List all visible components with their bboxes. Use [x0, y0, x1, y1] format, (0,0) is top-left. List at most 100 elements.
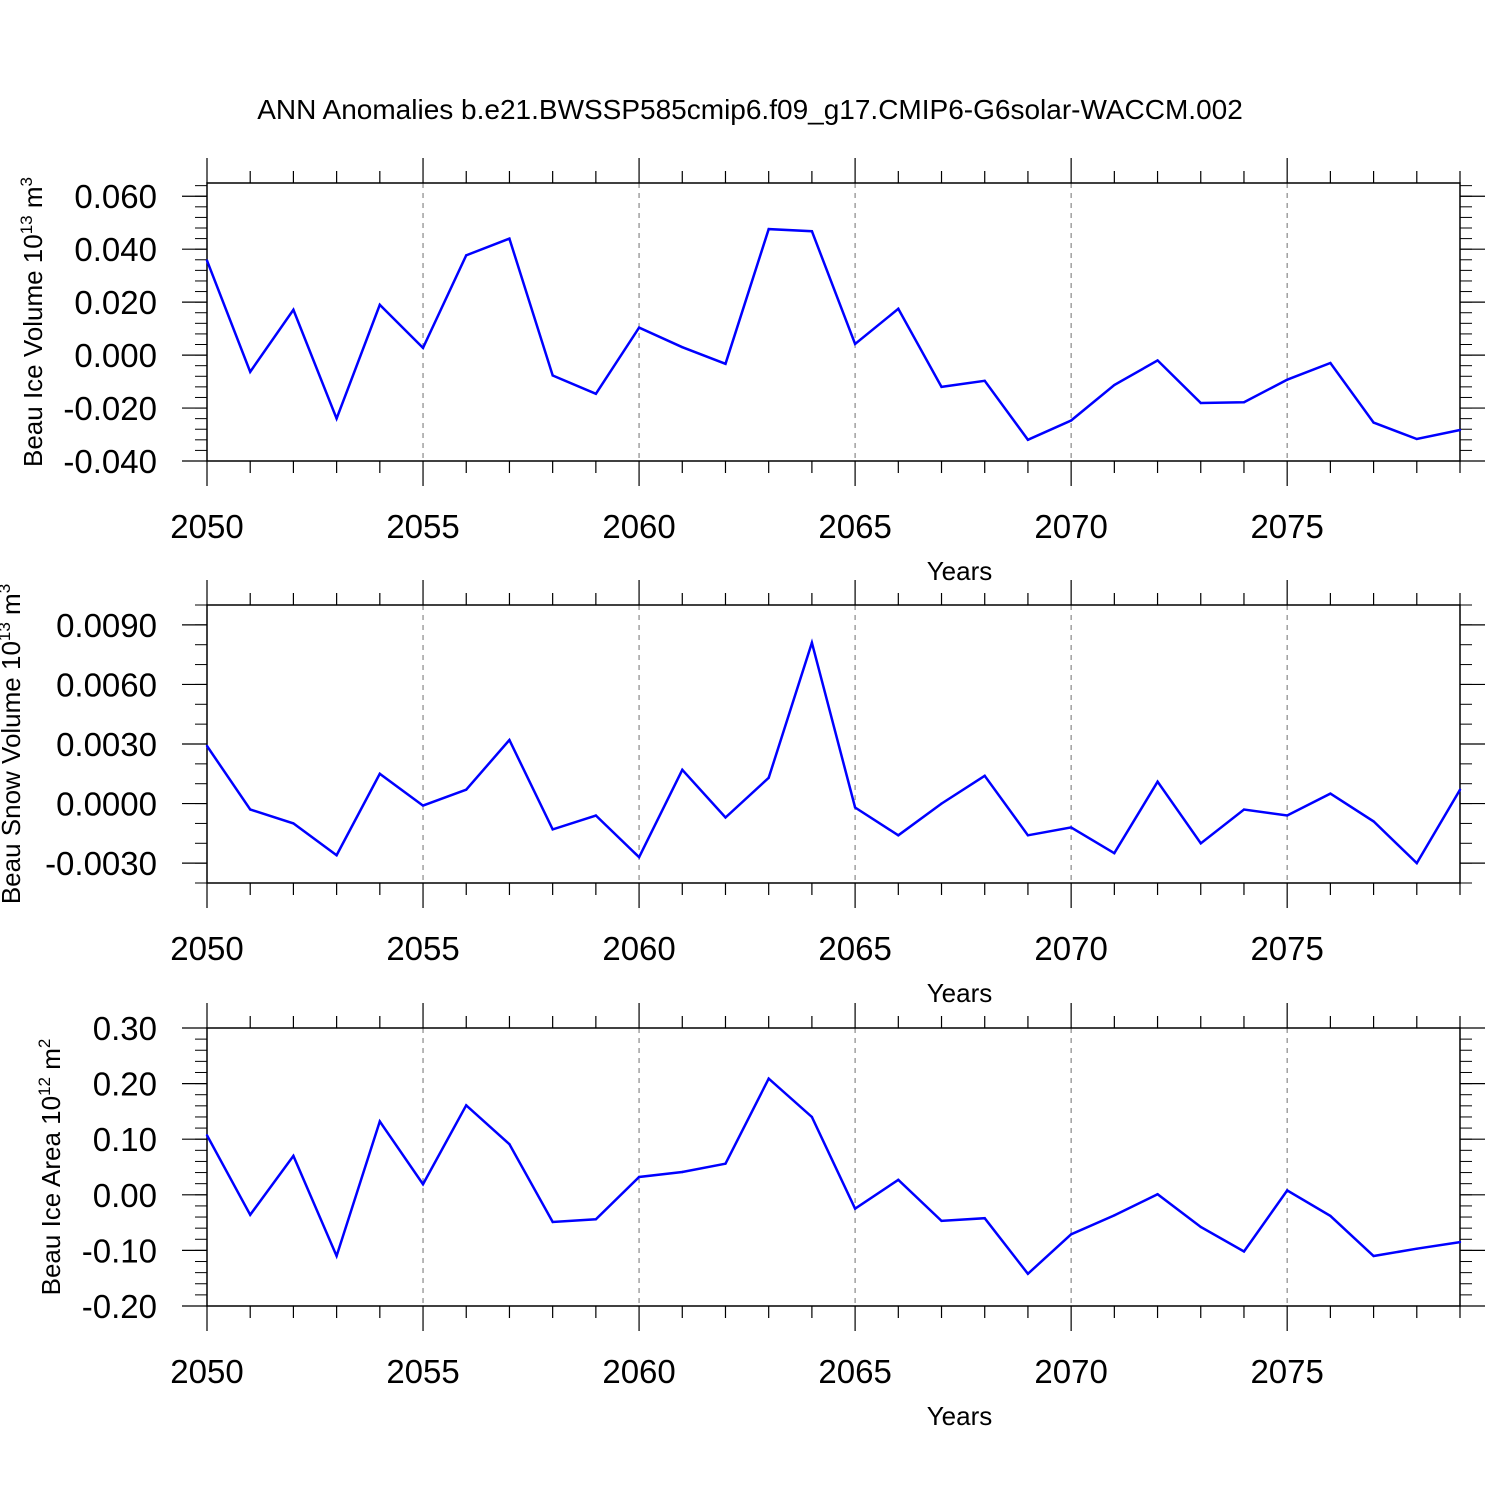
data-point — [983, 1216, 986, 1220]
y-tick-label: 0.020 — [74, 284, 157, 321]
data-point — [292, 308, 295, 312]
y-tick-label: 0.10 — [93, 1121, 157, 1158]
data-point — [897, 307, 900, 310]
data-point — [292, 1154, 295, 1158]
data-point — [508, 1143, 511, 1146]
y-tick-label: 0.20 — [93, 1066, 157, 1103]
x-tick-label: 2060 — [602, 508, 675, 545]
y-tick-label: 0.000 — [74, 337, 157, 374]
panels: 2050 2055 2060 2065 2070 2075 0.060 0.040 0.020 0… — [0, 158, 1485, 1431]
y-tick-label: -0.020 — [63, 390, 157, 427]
y-tick-label: -0.10 — [82, 1232, 157, 1269]
data-point — [767, 227, 770, 231]
data-point — [637, 1175, 641, 1179]
y-tick-label: 0.0000 — [56, 786, 157, 823]
data-point — [465, 1104, 468, 1107]
data-point — [1285, 1189, 1289, 1192]
data-point — [767, 776, 770, 779]
data-point — [810, 229, 814, 233]
data-point — [1415, 437, 1418, 441]
plot-frame — [206, 182, 1461, 462]
y-axis-title: Beau Ice Volume 1013 m3 — [17, 177, 48, 467]
data-point — [594, 392, 598, 395]
data-point — [1415, 861, 1418, 865]
x-tick-label: 2070 — [1034, 930, 1107, 967]
data-point — [1329, 1214, 1332, 1218]
data-point — [1372, 820, 1375, 823]
data-point — [421, 346, 425, 350]
x-tick-label: 2055 — [386, 930, 459, 967]
data-point — [853, 342, 857, 346]
x-tick-label: 2050 — [170, 930, 243, 967]
data-point — [897, 834, 900, 837]
x-tick-label: 2070 — [1034, 508, 1107, 545]
y-axis-title: Beau Snow Volume 1013 m3 — [0, 584, 26, 904]
data-point — [637, 855, 641, 859]
y-tick-label: 0.060 — [74, 178, 157, 215]
series-line — [205, 1076, 1461, 1276]
data-point — [551, 828, 554, 831]
data-point — [810, 1115, 814, 1119]
data-point — [1242, 808, 1246, 811]
data-point — [292, 822, 295, 825]
y-tick-label: 0.30 — [93, 1010, 157, 1047]
data-point — [724, 1162, 727, 1165]
data-point — [1113, 383, 1116, 387]
x-tick-label: 2070 — [1034, 1353, 1107, 1390]
data-point — [378, 303, 382, 306]
y-tick-label: -0.20 — [82, 1288, 157, 1325]
data-point — [1458, 788, 1462, 791]
x-tick-label: 2050 — [170, 1353, 243, 1390]
data-point — [205, 744, 209, 748]
data-point — [983, 774, 986, 777]
data-point — [1156, 359, 1159, 362]
y-axis-title: Beau Ice Area 1012 m2 — [35, 1039, 66, 1296]
data-point — [421, 804, 425, 807]
data-point — [681, 1170, 684, 1174]
data-point — [335, 417, 338, 420]
data-point — [249, 808, 252, 811]
y-tick-label: 0.0060 — [56, 666, 157, 703]
data-point — [767, 1077, 770, 1080]
data-point — [853, 1207, 857, 1210]
data-point — [724, 816, 727, 819]
data-point — [1372, 1254, 1375, 1258]
data-point — [1329, 792, 1332, 795]
y-tick-label: 0.040 — [74, 231, 157, 268]
data-point — [1415, 1247, 1418, 1250]
y-tick-label: 0.0090 — [56, 607, 157, 644]
data-point — [637, 326, 641, 329]
data-point — [249, 1213, 252, 1217]
x-tick-label: 2055 — [386, 508, 459, 545]
data-point — [508, 738, 511, 742]
data-point — [724, 362, 727, 366]
data-point — [940, 385, 943, 389]
x-tick-label: 2065 — [818, 508, 891, 545]
data-point — [681, 345, 684, 349]
data-point — [335, 1254, 338, 1258]
data-point — [1329, 361, 1332, 365]
data-point — [1458, 1240, 1462, 1244]
panel-1: 2050 2055 2060 2065 2070 2075 0.060 0.040 0.020 0… — [17, 158, 1485, 586]
series-line — [205, 638, 1462, 866]
x-axis-title: Years — [927, 978, 993, 1008]
data-point — [1113, 852, 1116, 855]
data-point — [1026, 834, 1030, 837]
data-point — [249, 370, 252, 373]
data-point — [378, 1120, 382, 1123]
x-tick-label: 2055 — [386, 1353, 459, 1390]
x-tick-label: 2060 — [602, 1353, 675, 1390]
data-point — [205, 259, 209, 262]
data-point — [1199, 842, 1202, 845]
data-point — [1242, 1250, 1246, 1253]
data-point — [810, 641, 814, 644]
data-point — [465, 788, 468, 791]
data-point — [681, 768, 684, 772]
data-point — [1372, 421, 1375, 424]
x-axis-title: Years — [927, 1401, 993, 1431]
panel-3: 2050 2055 2060 2065 2070 2075 0.30 0.20 0.10 0.00… — [35, 1003, 1485, 1431]
data-point — [594, 814, 598, 817]
data-point — [465, 254, 468, 257]
data-point — [1199, 1225, 1202, 1229]
